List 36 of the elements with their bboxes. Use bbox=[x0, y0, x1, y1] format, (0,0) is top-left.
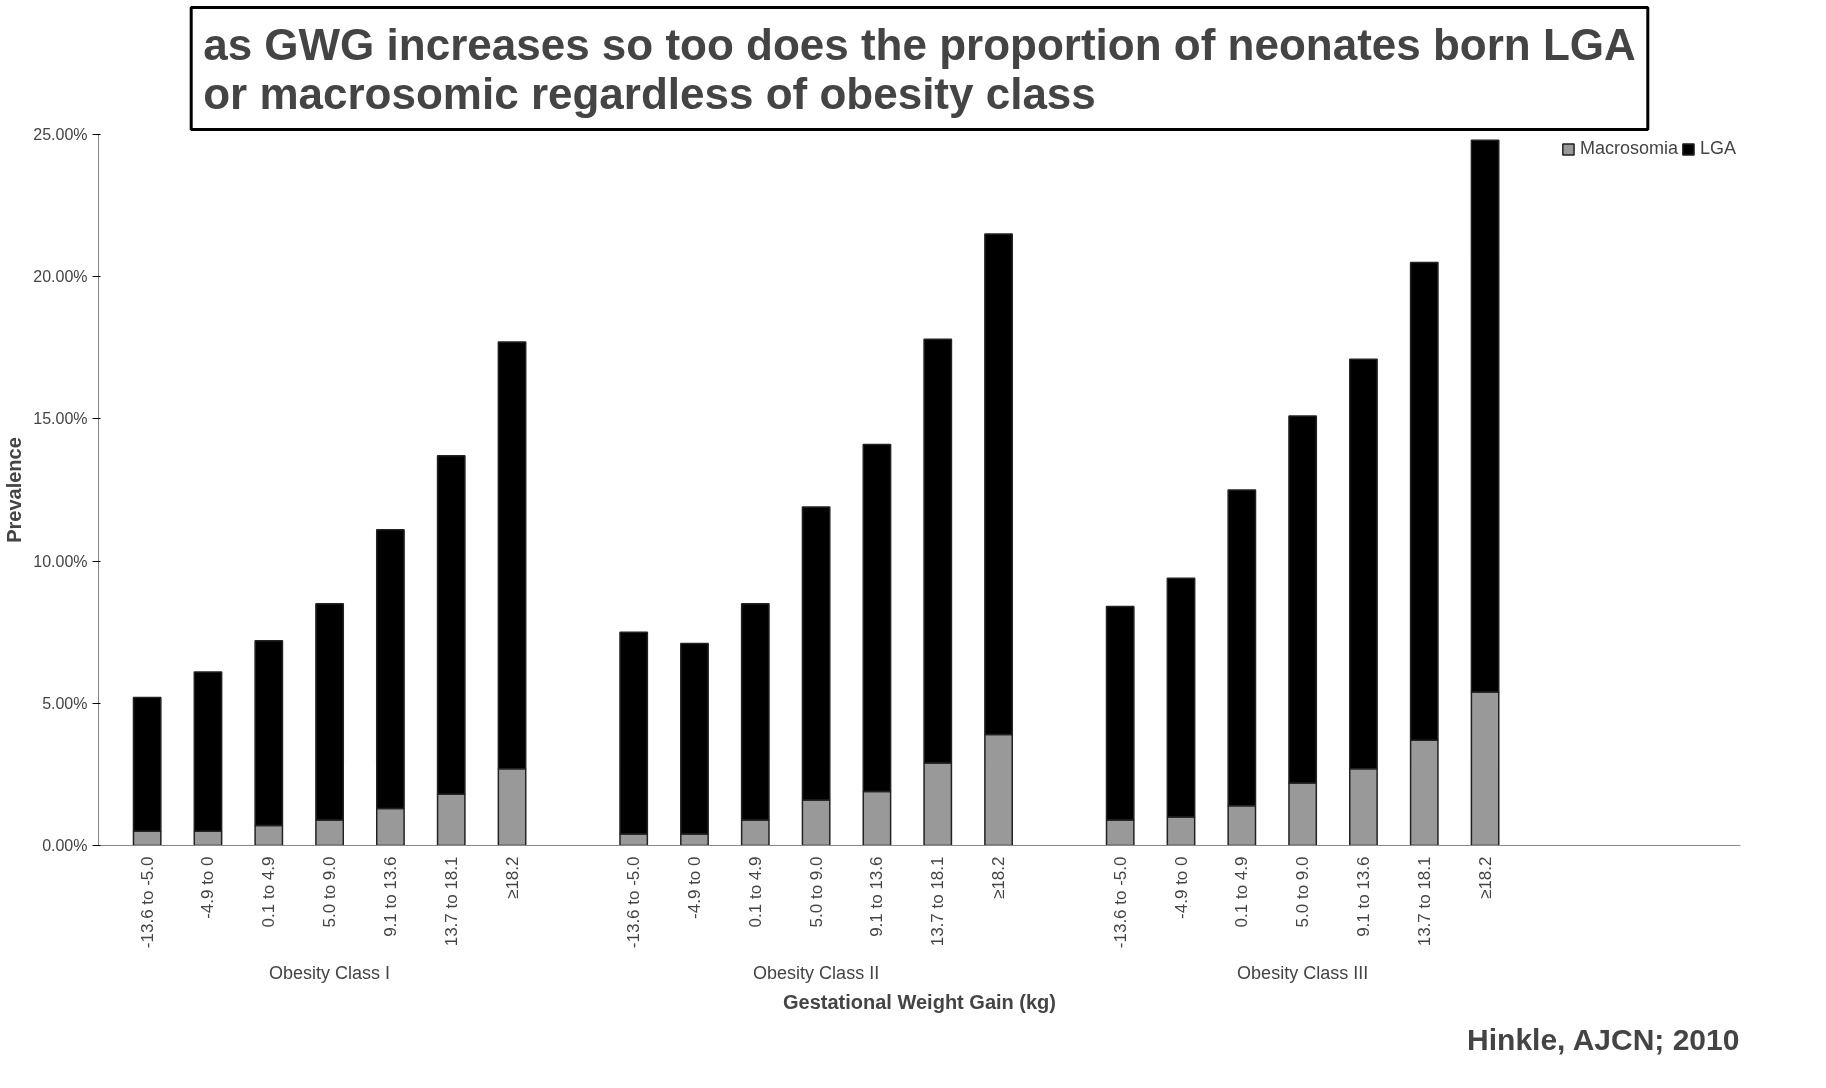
x-tick-label: 13.7 to 18.1 bbox=[441, 856, 461, 947]
x-tick-label: 13.7 to 18.1 bbox=[1414, 856, 1434, 947]
x-tick-label: -13.6 to -5.0 bbox=[1110, 856, 1130, 949]
text: Hinkle, AJCN; 2010 bbox=[1467, 1022, 1740, 1056]
x-tick-label: 9.1 to 13.6 bbox=[867, 856, 887, 937]
x-tick-label: -13.6 to -5.0 bbox=[624, 856, 644, 949]
y-tick-label: 0.00% bbox=[42, 837, 88, 854]
y-tick-label: 5.00% bbox=[42, 694, 88, 712]
legend-label: Macrosomia bbox=[1579, 138, 1678, 159]
legend-label: LGA bbox=[1699, 138, 1736, 159]
x-tick-label: 0.1 to 4.9 bbox=[1232, 856, 1252, 928]
y-tick-label: 25.00% bbox=[33, 126, 88, 143]
y-tick-label: 10.00% bbox=[33, 552, 88, 570]
text: Obesity Class I bbox=[269, 962, 391, 983]
x-tick-label: ≥18.2 bbox=[989, 856, 1009, 899]
chart-title: as GWG increases so too does the proportion of neonates born LGA or macrosomic regardless of obesity class bbox=[203, 19, 1636, 118]
text: Obesity Class II bbox=[753, 962, 880, 983]
x-axis-title: Gestational Weight Gain (kg) bbox=[783, 990, 1057, 1013]
y-tick-label: 15.00% bbox=[33, 410, 88, 428]
x-tick-label: -4.9 to 0 bbox=[1171, 856, 1191, 919]
x-tick-label: -13.6 to -5.0 bbox=[137, 856, 157, 949]
x-tick-label: 5.0 to 9.0 bbox=[806, 856, 826, 928]
text: Obesity Class III bbox=[1237, 962, 1369, 983]
x-tick-label: 5.0 to 9.0 bbox=[1293, 856, 1313, 928]
x-tick-label: 0.1 to 4.9 bbox=[745, 856, 765, 928]
x-tick-label: -4.9 to 0 bbox=[198, 856, 218, 919]
x-tick-label: ≥18.2 bbox=[502, 856, 522, 899]
x-tick-label: 13.7 to 18.1 bbox=[928, 856, 948, 947]
x-tick-label: 0.1 to 4.9 bbox=[259, 856, 279, 928]
x-tick-label: ≥18.2 bbox=[1475, 856, 1495, 899]
y-tick-label: 20.00% bbox=[33, 268, 88, 286]
x-tick-label: 9.1 to 13.6 bbox=[1353, 856, 1373, 937]
x-tick-label: 5.0 to 9.0 bbox=[320, 856, 340, 928]
x-tick-label: -4.9 to 0 bbox=[684, 856, 704, 919]
x-tick-label: 9.1 to 13.6 bbox=[380, 856, 400, 937]
y-axis-title: Prevalence bbox=[3, 437, 26, 543]
